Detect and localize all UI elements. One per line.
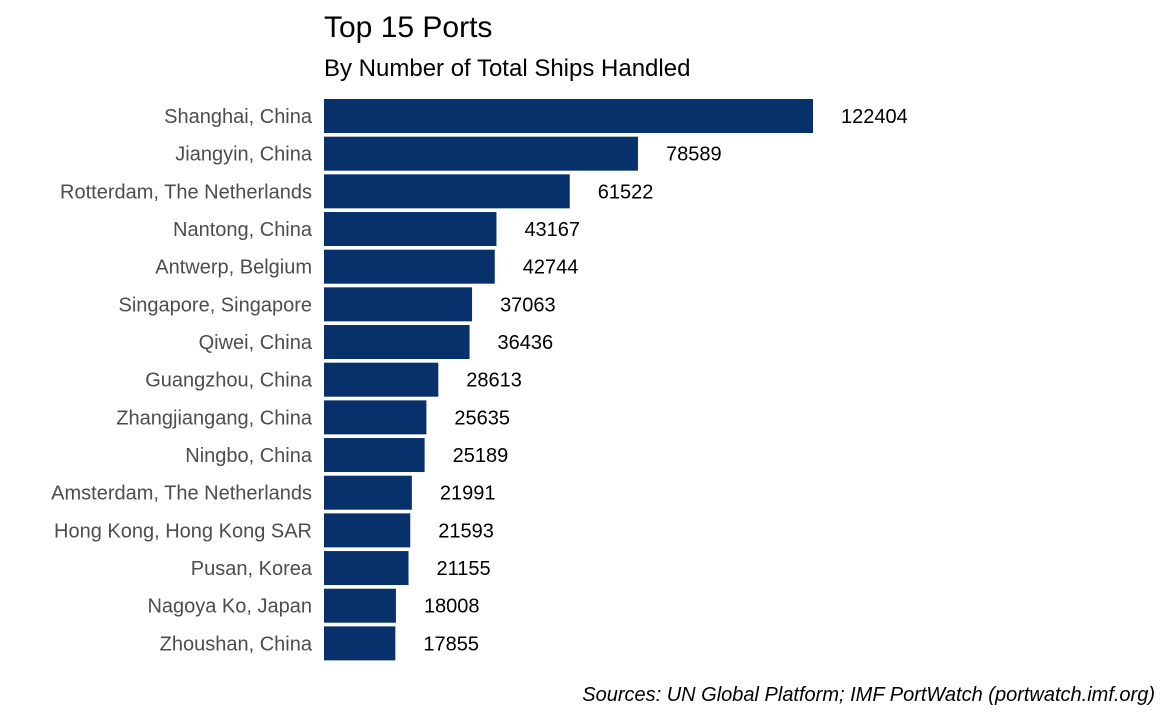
category-label: Singapore, Singapore <box>119 294 312 316</box>
bar <box>324 438 425 473</box>
category-label: Hong Kong, Hong Kong SAR <box>54 520 312 542</box>
chart-subtitle: By Number of Total Ships Handled <box>324 55 690 82</box>
value-label: 25189 <box>453 445 509 467</box>
value-label: 61522 <box>598 181 654 203</box>
bar <box>324 174 570 209</box>
category-label: Jiangyin, China <box>175 144 313 166</box>
bars-group: Shanghai, China 122404 Jiangyin, China 7858… <box>51 99 908 661</box>
category-label: Pusan, Korea <box>191 558 313 580</box>
category-label: Antwerp, Belgium <box>155 257 312 279</box>
category-label: Zhoushan, China <box>160 633 313 655</box>
bar <box>324 626 396 661</box>
category-label: Qiwei, China <box>199 332 313 354</box>
value-label: 21991 <box>440 483 496 505</box>
bar <box>324 513 411 548</box>
bar <box>324 588 396 623</box>
category-label: Shanghai, China <box>164 106 313 128</box>
value-label: 28613 <box>466 370 522 392</box>
category-label: Zhangjiangang, China <box>116 407 313 429</box>
category-label: Rotterdam, The Netherlands <box>60 181 312 203</box>
bar <box>324 325 470 360</box>
bar <box>324 212 497 247</box>
value-label: 25635 <box>454 407 510 429</box>
bar <box>324 551 409 586</box>
bar <box>324 99 813 133</box>
value-label: 43167 <box>524 219 580 241</box>
bar <box>324 136 638 171</box>
bar <box>324 249 495 284</box>
value-label: 21593 <box>438 520 494 542</box>
category-label: Nantong, China <box>173 219 313 241</box>
bar <box>324 287 473 322</box>
category-label: Nagoya Ko, Japan <box>147 596 312 618</box>
chart-title: Top 15 Ports <box>324 11 492 44</box>
value-label: 17855 <box>423 633 479 655</box>
chart-caption: Sources: UN Global Platform; IMF PortWat… <box>582 684 1155 706</box>
value-label: 36436 <box>498 332 554 354</box>
bar <box>324 475 412 510</box>
category-label: Guangzhou, China <box>145 370 313 392</box>
value-label: 122404 <box>841 106 908 128</box>
value-label: 37063 <box>500 294 556 316</box>
value-label: 21155 <box>437 558 491 580</box>
bar <box>324 400 427 435</box>
category-label: Ningbo, China <box>185 445 313 467</box>
bar <box>324 362 439 397</box>
value-label: 78589 <box>666 144 722 166</box>
category-label: Amsterdam, The Netherlands <box>51 483 312 505</box>
value-label: 42744 <box>523 257 579 279</box>
value-label: 18008 <box>424 596 480 618</box>
